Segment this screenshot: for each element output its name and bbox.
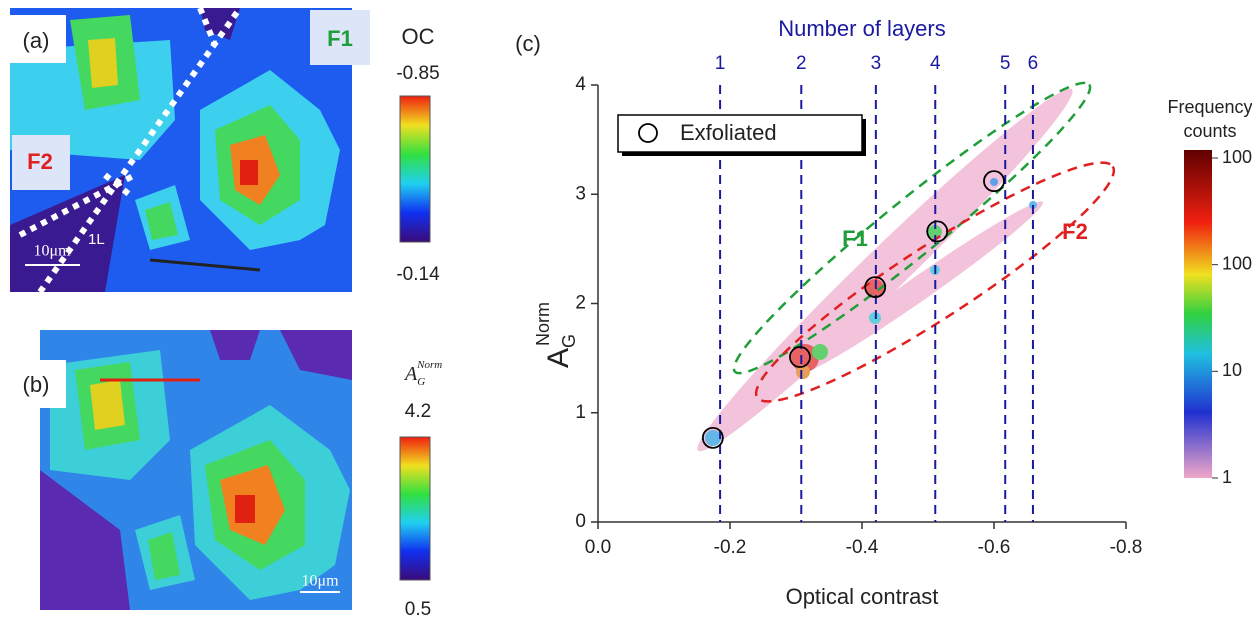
region-label: F2 [27, 149, 53, 174]
label-bg [8, 15, 66, 63]
y-tick-label: 2 [575, 293, 586, 314]
colorbar-title: OC [402, 24, 435, 49]
x-tick-label: -0.8 [1110, 537, 1143, 558]
top-tick-label: 4 [930, 53, 941, 74]
label-bg [12, 135, 70, 190]
colorbar-tick: 0.5 [405, 599, 431, 620]
colorbar-title: Frequency [1167, 97, 1252, 117]
scale-bar-label: 10μm [301, 573, 339, 590]
data-point [789, 346, 811, 368]
region-label: F2 [1062, 219, 1088, 244]
top-tick-label: 6 [1028, 53, 1039, 74]
x-axis-label: Optical contrast [786, 584, 939, 609]
image-b [40, 330, 352, 610]
colorbar-tick: -0.14 [396, 264, 440, 285]
x-tick-label: -0.6 [978, 537, 1011, 558]
data-point [983, 170, 1005, 193]
scale-bar-label: 10μm [33, 243, 71, 260]
layer-label: 1L [88, 231, 105, 248]
legend-marker [638, 123, 658, 143]
colorbar [399, 95, 431, 243]
y-tick-label: 4 [575, 74, 586, 95]
colorbar-title: AGNorm [403, 359, 442, 388]
label-bg [310, 10, 370, 65]
region-label: F1 [842, 226, 868, 251]
y-axis-label: AGNorm [533, 302, 579, 368]
data-point [926, 220, 949, 243]
panel-label: (a) [23, 28, 50, 53]
colorbar-tick-label: 10 [1222, 360, 1242, 380]
colorbar-tick-label: 100 [1222, 253, 1252, 273]
top-axis-label: Number of layers [778, 16, 946, 41]
f1-ellipse [732, 81, 1092, 375]
panel-label: (b) [23, 372, 50, 397]
region-label: F1 [327, 26, 353, 51]
colorbar [399, 436, 431, 581]
data-point [701, 426, 724, 449]
legend-label: Exfoliated [680, 120, 777, 145]
top-tick-label: 5 [1000, 53, 1011, 74]
label-bg [8, 360, 66, 408]
top-tick-label: 1 [715, 53, 726, 74]
data-point [864, 276, 887, 299]
y-tick-label: 0 [575, 511, 586, 532]
colorbar-tick-label: 1000 [1222, 147, 1252, 167]
x-tick-label: -0.4 [846, 537, 879, 558]
colorbar-title: counts [1183, 121, 1236, 141]
image-a [10, 8, 352, 292]
y-tick-label: 1 [575, 402, 586, 423]
panel-label: (c) [515, 31, 541, 56]
colorbar-tick: 4.2 [405, 401, 431, 422]
legend [617, 114, 863, 153]
y-tick-label: 3 [575, 183, 586, 204]
x-tick-label: -0.2 [714, 537, 747, 558]
top-tick-label: 3 [871, 53, 882, 74]
top-tick-label: 2 [796, 53, 807, 74]
x-tick-label: 0.0 [585, 537, 611, 558]
colorbar [1184, 150, 1212, 478]
colorbar-tick: -0.85 [396, 63, 439, 84]
colorbar-tick-label: 1 [1222, 467, 1232, 487]
f2-ellipse [754, 161, 1116, 403]
